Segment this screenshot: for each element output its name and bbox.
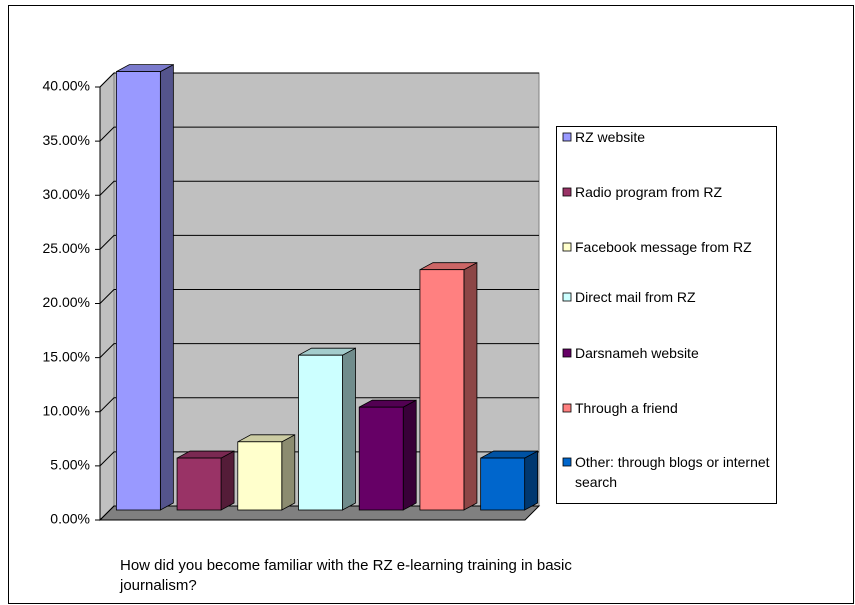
bar-side — [342, 347, 356, 511]
y-tick-label: 20.00% — [43, 294, 90, 310]
y-tick-label: 30.00% — [43, 186, 90, 202]
legend-label: Facebook message from RZ — [575, 239, 752, 255]
grid-line — [99, 126, 539, 142]
y-tick-label: 35.00% — [43, 132, 90, 148]
bar — [176, 457, 222, 511]
legend-swatch — [562, 132, 572, 142]
grid-line — [99, 234, 539, 250]
grid-line — [99, 180, 539, 196]
legend-swatch — [562, 403, 572, 413]
grid-line — [99, 397, 539, 413]
bar-side — [402, 399, 417, 511]
legend-label: Direct mail from RZ — [575, 289, 696, 305]
legend-label: Darsnameh website — [575, 345, 699, 361]
bar — [115, 71, 161, 511]
legend-swatch — [562, 457, 572, 467]
bar — [480, 457, 526, 511]
legend-swatch — [562, 242, 572, 252]
legend-label: Radio program from RZ — [575, 184, 723, 200]
grid-line — [99, 289, 539, 304]
legend-label: RZ website — [575, 129, 646, 145]
legend-box — [556, 126, 777, 504]
y-tick-label: 5.00% — [50, 457, 90, 473]
chart-title: How did you become familiar with the RZ … — [120, 557, 572, 594]
grid-line — [99, 343, 539, 358]
legend-label: Other: through blogs or internet search — [575, 454, 770, 490]
y-tick-label: 40.00% — [43, 78, 90, 94]
y-tick-label: 15.00% — [43, 348, 90, 364]
bar-side — [159, 63, 174, 511]
legend-swatch — [562, 187, 572, 197]
y-tick-label: 25.00% — [43, 240, 90, 256]
bar — [298, 354, 343, 511]
bar-side — [524, 450, 539, 511]
bar — [237, 441, 283, 511]
grid-line — [99, 72, 539, 88]
bar — [419, 269, 465, 511]
bar-side — [463, 262, 478, 511]
bar-side — [220, 450, 235, 511]
bar-side — [281, 434, 296, 511]
y-tick-label: 10.00% — [43, 402, 90, 418]
y-tick-label: 0.00% — [50, 511, 90, 527]
legend-swatch — [562, 348, 572, 358]
legend-swatch — [562, 292, 572, 302]
legend-label: Through a friend — [575, 400, 678, 416]
bar — [358, 406, 404, 511]
